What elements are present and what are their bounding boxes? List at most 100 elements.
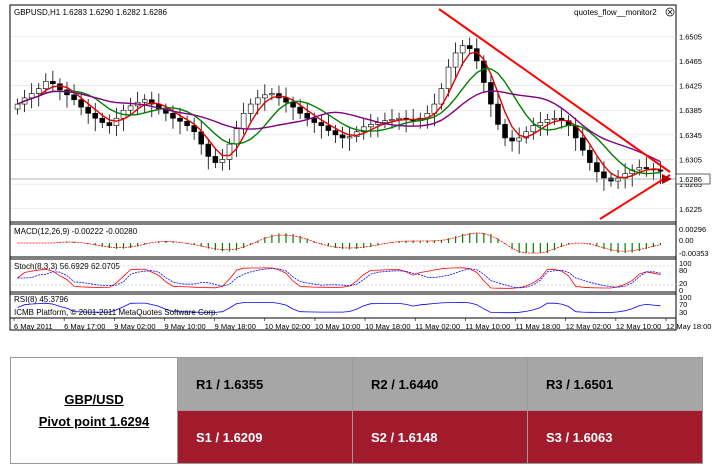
candle-body bbox=[254, 97, 261, 105]
candle-body bbox=[184, 121, 190, 126]
rsi-tick-70: 70 bbox=[679, 300, 687, 309]
candle-body bbox=[601, 171, 607, 179]
candle-body bbox=[99, 117, 106, 123]
candle-body bbox=[78, 99, 84, 108]
candle-body bbox=[240, 113, 247, 129]
candle-body bbox=[35, 88, 42, 94]
stoch-tick-20: 20 bbox=[679, 279, 687, 288]
time-tick-4: 9 May 18:00 bbox=[215, 322, 256, 331]
candle-body bbox=[452, 52, 459, 68]
macd-signal-line bbox=[17, 232, 661, 254]
copyright-note: ICMB Platform, © 2001-2011 MetaQuotes So… bbox=[14, 308, 218, 317]
time-tick-9: 11 May 10:00 bbox=[465, 322, 510, 331]
candle-body bbox=[50, 80, 56, 85]
candle-body bbox=[325, 125, 332, 131]
time-tick-2: 9 May 02:00 bbox=[114, 322, 155, 331]
rsi-tick-100: 100 bbox=[679, 293, 692, 302]
time-tick-11: 12 May 02:00 bbox=[566, 322, 611, 331]
main-panel bbox=[9, 4, 677, 223]
candle-body bbox=[594, 162, 600, 173]
candle-body bbox=[587, 149, 593, 163]
candle-body bbox=[177, 117, 183, 122]
candle-body bbox=[113, 117, 120, 126]
candle-body bbox=[148, 99, 155, 105]
chart-frame bbox=[9, 4, 677, 331]
candle-body bbox=[636, 167, 643, 171]
price-tick-3: 1.6385 bbox=[679, 106, 702, 115]
price-tick-2: 1.6425 bbox=[679, 82, 702, 91]
candle-body bbox=[551, 117, 558, 120]
candle-body bbox=[283, 97, 289, 103]
candle-body bbox=[382, 120, 388, 123]
rsi-panel bbox=[9, 293, 677, 319]
s1-cell: S1 / 1.6209 bbox=[177, 410, 353, 464]
price-chart: 1.6505 1.6465 1.6425 1.6385 1.6345 1.6305 1.62… bbox=[9, 4, 711, 331]
close-icon[interactable] bbox=[665, 7, 675, 17]
time-tick-8: 11 May 02:00 bbox=[415, 322, 460, 331]
rsi-tick-30: 30 bbox=[679, 308, 687, 317]
time-tick-10: 11 May 18:00 bbox=[516, 322, 561, 331]
pair-cell: GBP/USD Pivot point 1.6294 bbox=[10, 357, 178, 464]
candle-body bbox=[304, 113, 310, 119]
candle-body bbox=[205, 143, 212, 157]
price-tick-0: 1.6505 bbox=[679, 32, 702, 41]
price-arrow-icon bbox=[662, 174, 672, 184]
candle-body bbox=[608, 177, 614, 182]
time-tick-7: 10 May 18:00 bbox=[365, 322, 410, 331]
time-tick-12: 12 May 10:00 bbox=[616, 322, 661, 331]
support-trendline bbox=[599, 174, 671, 220]
candle-body bbox=[212, 156, 219, 163]
macd-tick-mid: 0.00 bbox=[679, 236, 694, 245]
pivot-label: Pivot point 1.6294 bbox=[38, 413, 150, 429]
time-tick-13: 12 May 18:00 bbox=[666, 322, 711, 331]
rsi-title: RSI(8) 45.3796 bbox=[14, 295, 69, 304]
candle-body bbox=[92, 113, 99, 119]
time-tick-6: 10 May 10:00 bbox=[315, 322, 360, 331]
candle-body bbox=[191, 125, 197, 133]
ma-line-1 bbox=[17, 68, 661, 175]
candle-body bbox=[615, 177, 621, 182]
stoch-tick-100: 100 bbox=[679, 259, 692, 268]
stoch-tick-80: 80 bbox=[679, 266, 687, 275]
stoch-tick-0: 0 bbox=[679, 286, 683, 295]
current-price-label: 1.6286 bbox=[679, 175, 702, 184]
time-tick-3: 9 May 10:00 bbox=[164, 322, 205, 331]
candle-body bbox=[579, 137, 586, 151]
s2-cell: S2 / 1.6148 bbox=[352, 410, 528, 464]
macd-tick-top: 0.00296 bbox=[679, 225, 706, 234]
stoch-main-line bbox=[17, 267, 661, 289]
candle-body bbox=[233, 128, 240, 145]
price-tick-1: 1.6465 bbox=[679, 57, 702, 66]
candle-body bbox=[297, 106, 303, 114]
macd-tick-bottom: -0.00353 bbox=[679, 249, 709, 258]
candle-body bbox=[269, 93, 275, 96]
candle-body bbox=[389, 119, 395, 121]
candle-body bbox=[71, 94, 77, 101]
candle-body bbox=[368, 124, 374, 128]
candle-body bbox=[509, 137, 515, 142]
pair-label: GBP/USD bbox=[64, 391, 124, 407]
moving-averages bbox=[17, 51, 661, 179]
price-tick-6: 1.6265 bbox=[679, 180, 702, 189]
price-tick-4: 1.6345 bbox=[679, 131, 702, 140]
time-axis: 6 May 2011 6 May 17:00 9 May 02:00 9 May 10… bbox=[13, 318, 711, 331]
candle-body bbox=[488, 82, 494, 105]
time-tick-5: 10 May 02:00 bbox=[265, 322, 310, 331]
candle-body bbox=[544, 119, 551, 123]
indicator-name: quotes_flow__monitor2 bbox=[574, 8, 657, 17]
candle-body bbox=[445, 66, 452, 89]
time-tick-0: 6 May 2011 bbox=[14, 322, 53, 331]
r3-cell: R3 / 1.6501 bbox=[527, 357, 703, 411]
macd-panel bbox=[9, 223, 677, 258]
candle-body bbox=[43, 80, 49, 89]
candle-body bbox=[141, 99, 148, 103]
candle-body bbox=[127, 105, 134, 111]
candle-body bbox=[537, 122, 544, 126]
candle-body bbox=[530, 125, 537, 133]
candle-body bbox=[438, 88, 445, 105]
candle-body bbox=[318, 122, 325, 126]
stoch-title: Stoch(8,3,3) 56.6929 62.0705 bbox=[14, 262, 120, 271]
candle-body bbox=[332, 130, 339, 136]
macd-title: MACD(12,26,9) -0.00222 -0.00280 bbox=[14, 227, 138, 236]
candle-body bbox=[226, 143, 233, 160]
